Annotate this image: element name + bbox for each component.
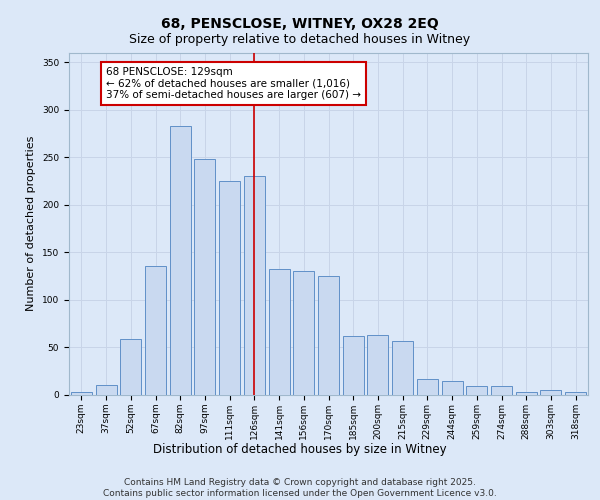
Bar (491, 386, 512, 395)
Bar (170, 126, 191, 395)
Y-axis label: Number of detached properties: Number of detached properties (26, 136, 37, 312)
Bar (367, 335, 388, 395)
Bar (95, 386, 116, 395)
Text: Distribution of detached houses by size in Witney: Distribution of detached houses by size … (153, 442, 447, 456)
Bar (244, 176, 265, 395)
Bar (219, 181, 240, 395)
Bar (466, 386, 487, 395)
Bar (343, 336, 364, 395)
Text: Size of property relative to detached houses in Witney: Size of property relative to detached ho… (130, 32, 470, 46)
Bar (293, 272, 314, 395)
Text: 68, PENSCLOSE, WITNEY, OX28 2EQ: 68, PENSCLOSE, WITNEY, OX28 2EQ (161, 18, 439, 32)
Bar (541, 390, 562, 395)
Bar (194, 159, 215, 395)
Bar (516, 392, 537, 395)
Bar (269, 270, 290, 395)
Bar (417, 379, 438, 395)
Bar (318, 276, 339, 395)
Bar (71, 392, 92, 395)
Bar (145, 266, 166, 395)
Bar (442, 380, 463, 395)
Bar (120, 339, 141, 395)
Text: Contains HM Land Registry data © Crown copyright and database right 2025.
Contai: Contains HM Land Registry data © Crown c… (103, 478, 497, 498)
Bar (565, 392, 586, 395)
Text: 68 PENSCLOSE: 129sqm
← 62% of detached houses are smaller (1,016)
37% of semi-de: 68 PENSCLOSE: 129sqm ← 62% of detached h… (106, 67, 361, 100)
Bar (392, 341, 413, 395)
